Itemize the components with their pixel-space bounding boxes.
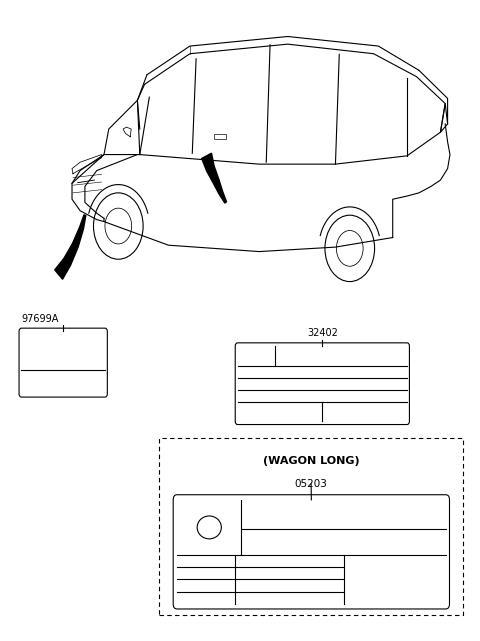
Text: 32402: 32402 (307, 328, 338, 338)
Bar (159, 438, 463, 615)
Text: 97699A: 97699A (22, 313, 59, 324)
Polygon shape (202, 153, 227, 203)
FancyBboxPatch shape (19, 328, 108, 397)
Bar (214, 133, 226, 138)
FancyBboxPatch shape (173, 495, 449, 609)
Text: (WAGON LONG): (WAGON LONG) (263, 456, 360, 466)
Polygon shape (55, 215, 86, 279)
FancyBboxPatch shape (235, 343, 409, 424)
Text: 05203: 05203 (295, 479, 327, 490)
